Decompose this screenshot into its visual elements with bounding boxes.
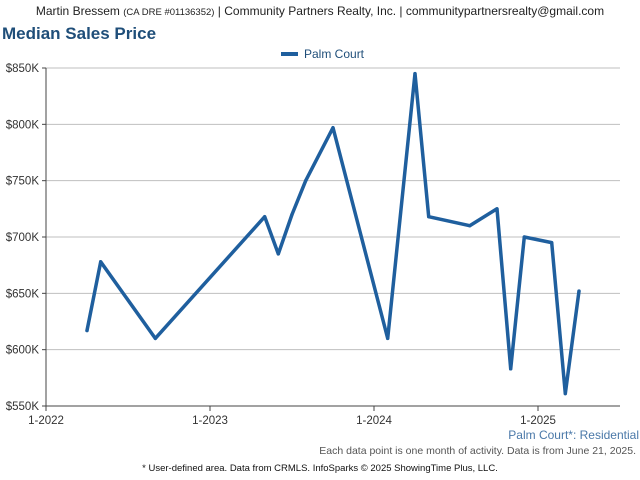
y-tick-label: $600K bbox=[6, 345, 40, 357]
x-tick-label: 1-2022 bbox=[28, 415, 64, 427]
data-point bbox=[290, 212, 294, 217]
data-point bbox=[153, 336, 157, 340]
data-point bbox=[304, 179, 308, 183]
chart-title: Median Sales Price bbox=[2, 24, 157, 43]
y-tick-label: $650K bbox=[6, 288, 40, 300]
data-point bbox=[563, 392, 567, 396]
data-point bbox=[495, 207, 499, 211]
y-tick-label: $800K bbox=[6, 119, 40, 131]
series-area-note: Palm Court*: Residential bbox=[508, 428, 639, 442]
data-point bbox=[413, 72, 417, 76]
agent-company-email: | Community Partners Realty, Inc. | comm… bbox=[217, 4, 605, 18]
data-point bbox=[577, 289, 581, 293]
data-point bbox=[509, 367, 513, 371]
agent-name: Martin Bressem bbox=[35, 4, 120, 18]
data-info-note: Each data point is one month of activity… bbox=[319, 445, 636, 457]
x-tick-label: 1-2023 bbox=[192, 415, 228, 427]
data-point bbox=[427, 215, 431, 219]
data-point bbox=[386, 336, 390, 340]
axes: $550K $600K $650K $700K $750K $800K $850K 1-202… bbox=[6, 63, 620, 427]
data-point bbox=[85, 328, 89, 333]
footer-credit: * User-defined area. Data from CRMLS. In… bbox=[142, 463, 498, 474]
data-point bbox=[331, 126, 335, 130]
legend-label: Palm Court bbox=[304, 47, 365, 61]
data-point bbox=[263, 215, 267, 219]
series-line-palm-court bbox=[85, 71, 581, 396]
agent-header: Martin Bressem (CA DRE #01136352) | Comm… bbox=[0, 0, 640, 22]
legend[interactable]: Palm Court bbox=[281, 47, 365, 61]
x-tick-label: 1-2024 bbox=[356, 415, 392, 427]
grid-lines bbox=[46, 67, 620, 407]
y-tick-label: $750K bbox=[6, 176, 40, 188]
y-tick-label: $850K bbox=[6, 63, 40, 75]
data-point bbox=[550, 241, 554, 245]
data-point bbox=[276, 252, 280, 256]
y-tick-label: $700K bbox=[6, 232, 40, 244]
series-layer bbox=[85, 71, 581, 396]
data-point bbox=[522, 235, 526, 239]
x-tick-label: 1-2025 bbox=[520, 415, 556, 427]
data-point bbox=[468, 224, 472, 228]
y-tick-label: $550K bbox=[6, 401, 40, 413]
data-point bbox=[99, 260, 103, 264]
agent-license: (CA DRE #01136352) bbox=[123, 7, 215, 18]
